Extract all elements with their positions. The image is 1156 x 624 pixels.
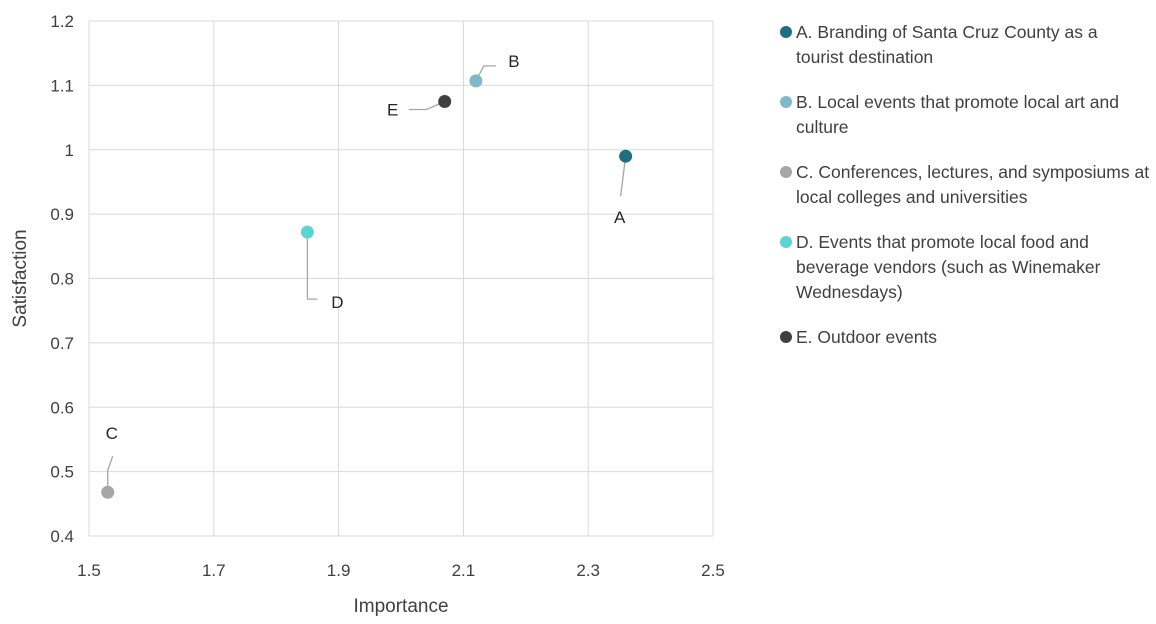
legend-label: C. Conferences, lectures, and symposiums…	[796, 162, 1150, 207]
legend-marker	[780, 26, 792, 38]
y-tick-label: 0.5	[50, 463, 74, 482]
point-label-e: E	[387, 100, 398, 119]
data-point-c	[101, 485, 115, 499]
callout-line	[306, 232, 318, 300]
y-axis-title: Satisfaction	[10, 229, 31, 327]
x-axis-ticks: 1.5 1.7 1.9 2.1 2.3 2.5	[77, 561, 725, 580]
callout-line	[408, 100, 445, 111]
y-tick-label: 0.9	[50, 205, 74, 224]
legend-label: B. Local events that promote local art a…	[796, 92, 1119, 137]
callout-line	[619, 156, 627, 197]
legend-item-d: D. Events that promote local food and be…	[780, 230, 1150, 305]
y-tick-label: 1.1	[50, 76, 74, 95]
data-point-e	[438, 94, 452, 108]
data-points	[101, 74, 633, 499]
data-point-d	[300, 225, 314, 239]
y-tick-label: 0.8	[50, 270, 74, 289]
point-label-d: D	[331, 293, 343, 312]
y-tick-label: 1	[65, 141, 74, 160]
legend-marker	[780, 166, 792, 178]
data-point-a	[619, 149, 633, 163]
legend-item-a: A. Branding of Santa Cruz County as a to…	[780, 20, 1150, 70]
y-axis-ticks: 0.4 0.5 0.6 0.7 0.8 0.9 1 1.1 1.2	[50, 12, 74, 546]
legend-label: E. Outdoor events	[796, 327, 938, 347]
x-tick-label: 1.7	[202, 561, 226, 580]
legend-marker	[780, 236, 792, 248]
data-point-b	[469, 74, 483, 88]
x-axis-title: Importance	[353, 596, 448, 617]
legend-marker	[780, 96, 792, 108]
x-tick-label: 1.9	[327, 561, 351, 580]
legend: A. Branding of Santa Cruz County as a to…	[780, 20, 1150, 370]
point-callouts: A B C D E	[106, 52, 627, 493]
point-label-a: A	[614, 208, 626, 227]
callout-line	[107, 456, 114, 493]
y-tick-label: 0.4	[50, 527, 74, 546]
legend-item-b: B. Local events that promote local art a…	[780, 90, 1150, 140]
y-tick-label: 0.6	[50, 398, 74, 417]
scatter-plot: 1.5 1.7 1.9 2.1 2.3 2.5 0.4 0.5 0.6 0.7 0.8 0.9 1 1.…	[10, 12, 725, 617]
x-tick-label: 2.1	[452, 561, 476, 580]
legend-label: D. Events that promote local food and be…	[796, 232, 1101, 302]
y-tick-label: 1.2	[50, 12, 74, 31]
gridlines	[88, 20, 714, 537]
point-label-c: C	[106, 424, 118, 443]
legend-marker	[780, 331, 792, 343]
legend-item-e: E. Outdoor events	[780, 325, 1150, 350]
y-tick-label: 0.7	[50, 334, 74, 353]
x-tick-label: 1.5	[77, 561, 101, 580]
x-tick-label: 2.5	[701, 561, 725, 580]
legend-label: A. Branding of Santa Cruz County as a to…	[796, 22, 1098, 67]
point-label-b: B	[508, 52, 519, 71]
x-tick-label: 2.3	[576, 561, 600, 580]
legend-item-c: C. Conferences, lectures, and symposiums…	[780, 160, 1150, 210]
